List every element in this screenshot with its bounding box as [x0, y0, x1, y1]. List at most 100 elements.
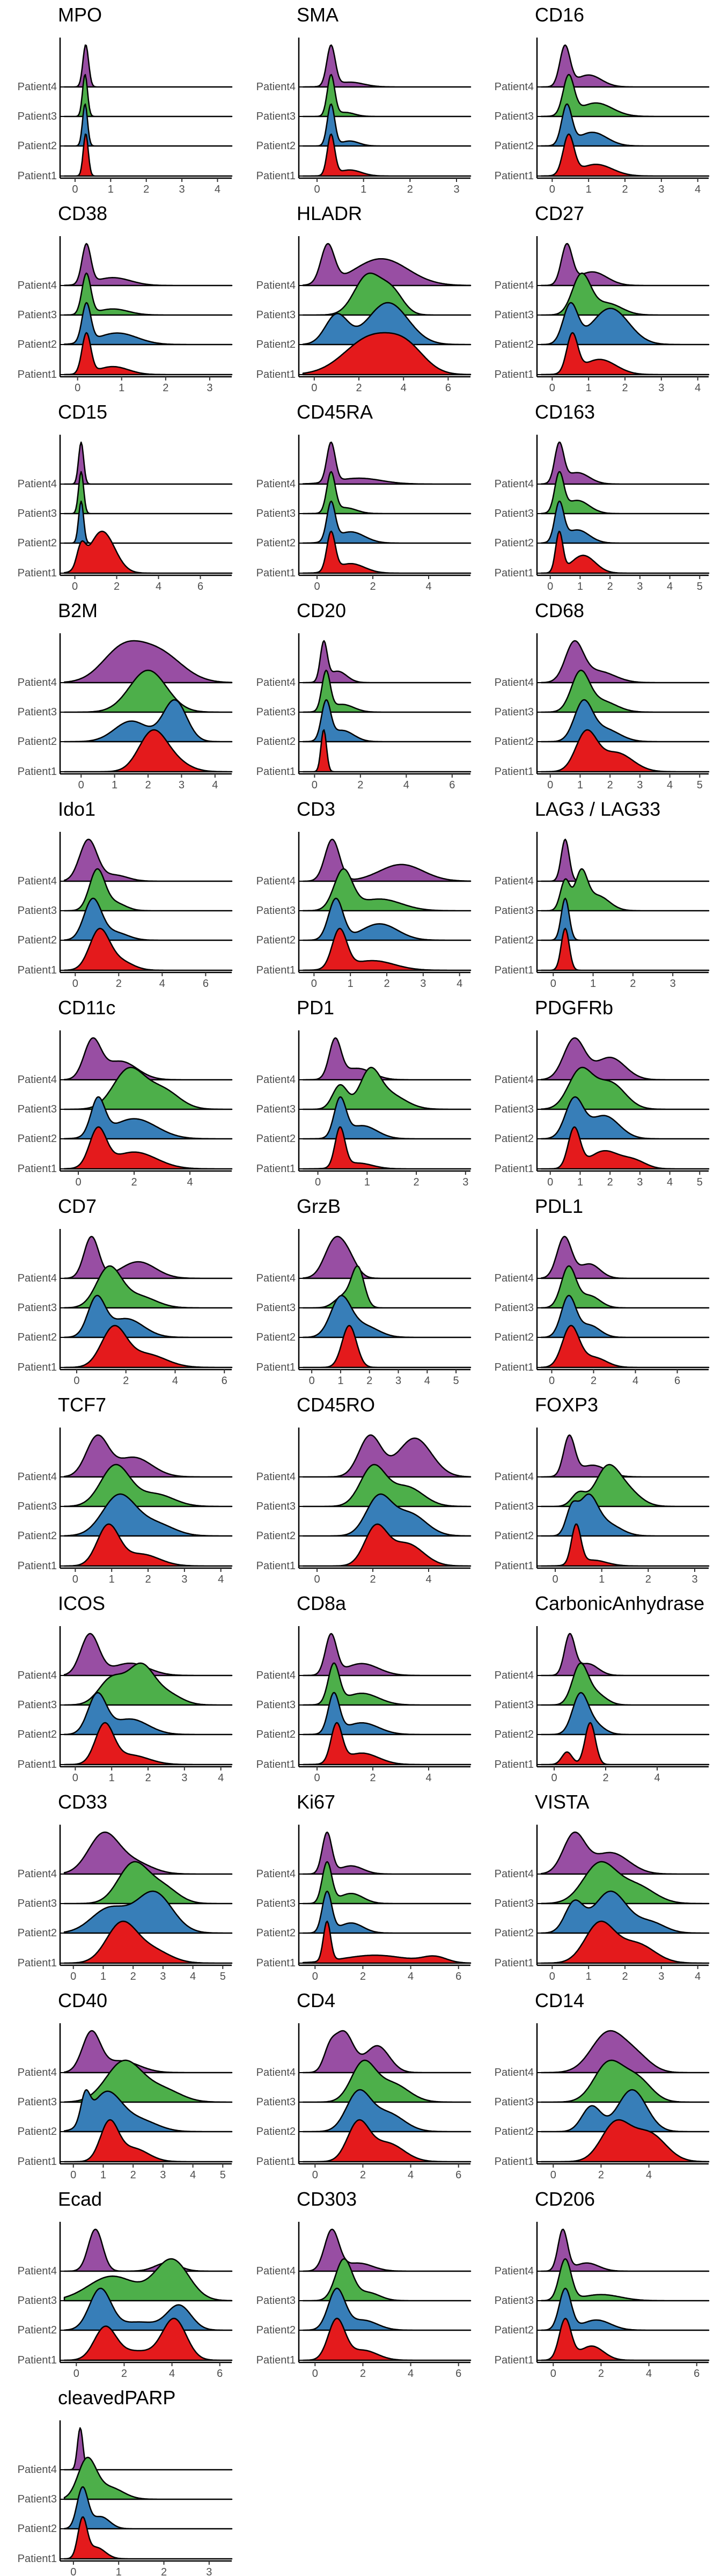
x-tick-label: 0 — [311, 382, 317, 394]
x-tick-label: 3 — [637, 581, 643, 592]
x-tick-label: 4 — [425, 1574, 431, 1585]
density-ridge-patient3 — [540, 471, 710, 515]
patient-label: Patient1 — [495, 1560, 534, 1572]
patient-label: Patient1 — [18, 369, 57, 380]
density-ridge-patient2 — [63, 699, 233, 743]
density-ridge-patient4 — [302, 1633, 472, 1677]
patient-label: Patient1 — [18, 766, 57, 778]
density-ridge-patient1 — [540, 133, 710, 177]
x-tick-label: 6 — [694, 2368, 700, 2380]
density-ridge-patient3 — [63, 669, 233, 713]
x-tick-label: 0 — [73, 2368, 79, 2380]
panel: Ecad Patient4 Patient3 Patient2 Patient1 0 2 4 6 — [18, 2188, 233, 2380]
x-tick-label: 1 — [577, 1176, 583, 1188]
x-tick-label: 0 — [70, 2169, 76, 2181]
patient-label: Patient4 — [18, 1868, 57, 1880]
patient-label: Patient4 — [256, 81, 296, 93]
density-ridge-patient3 — [540, 2059, 710, 2103]
density-ridge-patient4 — [540, 2228, 710, 2272]
x-tick-label: 2 — [598, 2368, 604, 2380]
patient-label: Patient2 — [256, 2126, 296, 2138]
patient-label: Patient1 — [495, 567, 534, 579]
patient-label: Patient3 — [18, 1898, 57, 1909]
patient-label: Patient3 — [18, 2295, 57, 2307]
density-ridge-patient2 — [302, 500, 472, 544]
density-ridge-patient4 — [302, 441, 472, 485]
density-ridge-patient2 — [63, 2287, 233, 2331]
patient-label: Patient4 — [256, 478, 296, 490]
patient-label: Patient2 — [495, 736, 534, 748]
x-tick-label: 4 — [646, 2368, 652, 2380]
x-tick-label: 4 — [667, 581, 673, 592]
patient-label: Patient1 — [495, 2156, 534, 2168]
x-tick-label: 2 — [131, 1176, 137, 1188]
panel-title: PDL1 — [535, 1195, 583, 1217]
x-tick-label: 6 — [197, 581, 203, 592]
panel: ICOS Patient4 Patient3 Patient2 Patient1 0 1 2 3… — [18, 1592, 233, 1784]
patient-label: Patient4 — [495, 1471, 534, 1483]
panel-title: VISTA — [535, 1791, 589, 1813]
x-tick-label: 0 — [549, 1375, 555, 1387]
patient-label: Patient3 — [256, 309, 296, 321]
density-ridge-patient1 — [540, 1722, 710, 1766]
x-tick-label: 0 — [314, 1772, 320, 1784]
x-tick-label: 4 — [667, 1176, 673, 1188]
patient-label: Patient2 — [18, 1331, 57, 1343]
panel: CD11c Patient4 Patient3 Patient2 Patient1 0 2 4 — [18, 997, 233, 1188]
x-tick-label: 4 — [218, 1574, 224, 1585]
panel-title: CD16 — [535, 4, 584, 26]
x-tick-label: 2 — [622, 1971, 628, 1982]
density-ridge-patient3 — [63, 471, 233, 515]
x-tick-label: 6 — [445, 382, 451, 394]
panel: CD7 Patient4 Patient3 Patient2 Patient1 0 2 4 6 — [18, 1195, 233, 1387]
x-tick-label: 1 — [586, 382, 592, 394]
density-ridge-patient3 — [302, 272, 472, 316]
density-ridge-patient1 — [63, 1523, 233, 1567]
patient-label: Patient3 — [18, 111, 57, 122]
x-tick-label: 3 — [181, 1574, 187, 1585]
patient-label: Patient4 — [256, 1272, 296, 1284]
panel: CD27 Patient4 Patient3 Patient2 Patient1 0 1 2 3… — [495, 202, 710, 394]
patient-label: Patient2 — [18, 339, 57, 350]
patient-label: Patient2 — [256, 339, 296, 350]
density-ridge-patient4 — [63, 640, 233, 684]
patient-label: Patient1 — [18, 1163, 57, 1175]
panel-title: TCF7 — [58, 1394, 106, 1416]
density-ridge-patient4 — [302, 2030, 472, 2074]
x-tick-label: 2 — [607, 581, 613, 592]
x-tick-label: 4 — [159, 978, 165, 990]
density-ridge-patient1 — [540, 1920, 710, 1964]
density-ridge-patient1 — [63, 729, 233, 773]
panel-title: CD7 — [58, 1195, 97, 1217]
x-tick-label: 4 — [215, 184, 220, 195]
density-ridge-patient2 — [302, 2089, 472, 2133]
density-ridge-patient2 — [540, 1890, 710, 1934]
panel-title: ICOS — [58, 1592, 105, 1614]
patient-label: Patient2 — [495, 934, 534, 946]
patient-label: Patient1 — [18, 170, 57, 182]
x-tick-label: 0 — [314, 1574, 320, 1585]
panel: CD15 Patient4 Patient3 Patient2 Patient1 0 2 4 6 — [18, 401, 233, 592]
density-ridge-patient4 — [63, 1831, 233, 1875]
patient-label: Patient3 — [495, 2295, 534, 2307]
panel: CD33 Patient4 Patient3 Patient2 Patient1 0 1 2 3… — [18, 1791, 233, 1982]
x-tick-label: 4 — [425, 581, 431, 592]
x-tick-label: 3 — [658, 184, 664, 195]
x-tick-label: 6 — [674, 1375, 680, 1387]
x-tick-label: 2 — [360, 2368, 366, 2380]
x-tick-label: 0 — [70, 1971, 76, 1982]
patient-label: Patient3 — [256, 508, 296, 519]
x-tick-label: 1 — [590, 978, 596, 990]
density-ridge-patient1 — [63, 1920, 233, 1964]
density-ridge-patient1 — [302, 1126, 472, 1170]
patient-label: Patient2 — [256, 140, 296, 152]
x-tick-label: 4 — [218, 1772, 224, 1784]
x-tick-label: 4 — [190, 2169, 196, 2181]
density-ridge-patient4 — [540, 441, 710, 485]
density-ridge-patient1 — [63, 530, 233, 574]
panel: CD45RO Patient4 Patient3 Patient2 Patient1 0 2… — [256, 1394, 472, 1585]
density-ridge-patient2 — [540, 1096, 710, 1140]
density-ridge-patient1 — [63, 1722, 233, 1766]
density-ridge-patient2 — [540, 302, 710, 346]
